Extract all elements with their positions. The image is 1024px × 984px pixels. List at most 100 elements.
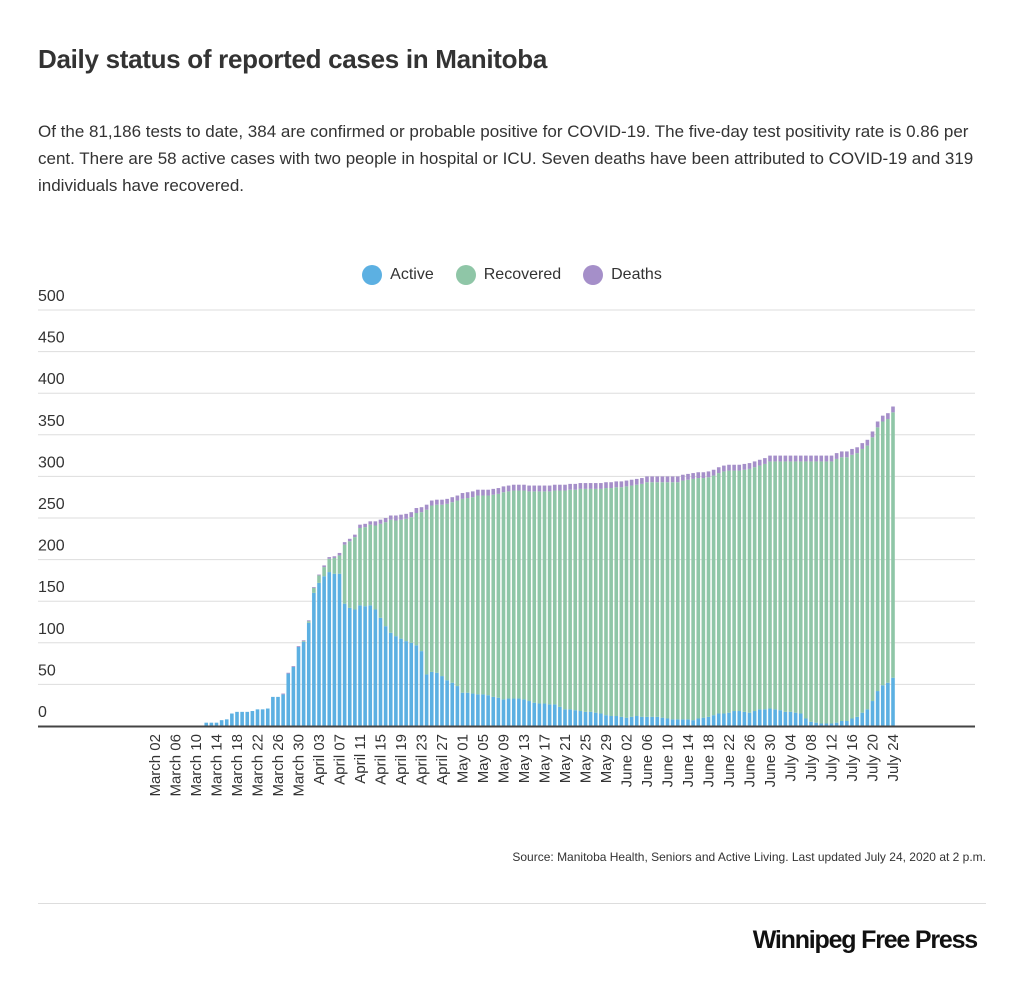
bar-recovered [327, 558, 332, 573]
winnipeg-free-press-logo: Winnipeg Free Press [752, 926, 978, 954]
bar-active [296, 646, 301, 726]
bar-recovered [747, 468, 752, 713]
bar-deaths [337, 552, 342, 556]
bar-active [542, 703, 547, 726]
bar-recovered [547, 491, 552, 705]
bar-deaths [706, 471, 711, 478]
legend-item-deaths[interactable]: Deaths [583, 265, 662, 285]
bar-active [429, 671, 434, 726]
x-tick-label: May 05 [475, 734, 492, 783]
bar-recovered [875, 427, 880, 692]
bar-active [891, 677, 895, 726]
bar-active [593, 712, 598, 726]
bar-recovered [568, 489, 572, 710]
bar-active [860, 712, 865, 726]
bar-recovered [486, 495, 490, 696]
bar-active [388, 632, 393, 726]
bar-active [634, 716, 639, 726]
bar-deaths [588, 483, 593, 489]
bar-active [865, 709, 870, 726]
legend-item-recovered[interactable]: Recovered [455, 265, 562, 285]
bar-active [312, 592, 316, 726]
bar-recovered [783, 461, 788, 712]
bar-deaths [834, 453, 839, 459]
y-tick-label: 500 [38, 288, 65, 305]
bar-recovered [824, 461, 829, 724]
bar-active [209, 722, 214, 726]
bar-active [378, 617, 383, 726]
bar-deaths [496, 488, 501, 494]
bar-deaths [860, 443, 865, 449]
bar-deaths [511, 484, 516, 491]
bar-active [568, 709, 572, 726]
bar-active [763, 709, 767, 726]
bar-active [470, 693, 475, 726]
bar-deaths [424, 504, 429, 510]
bar-active [522, 699, 526, 726]
bar-deaths [353, 534, 357, 538]
bar-deaths [870, 431, 875, 438]
bar-deaths [599, 483, 603, 489]
x-tick-label: July 24 [885, 734, 902, 782]
bar-deaths [281, 693, 285, 695]
bar-deaths [394, 515, 398, 521]
bar-active [629, 716, 634, 726]
bar-recovered [317, 575, 321, 583]
bar-deaths [286, 672, 291, 674]
bar-active [768, 708, 772, 726]
bar-recovered [301, 641, 306, 642]
bar-active [455, 686, 460, 726]
bar-recovered [742, 469, 747, 712]
y-tick-label: 150 [38, 579, 65, 596]
bar-recovered [537, 491, 542, 704]
bar-recovered [706, 477, 711, 717]
bar-deaths [670, 476, 675, 483]
bar-recovered [829, 461, 834, 724]
bar-deaths [419, 507, 424, 513]
x-tick-label: May 21 [557, 734, 574, 783]
bar-recovered [768, 461, 772, 709]
bar-recovered [429, 505, 434, 672]
bar-active [732, 711, 736, 726]
bar-active [327, 572, 332, 726]
bar-recovered [394, 520, 398, 637]
bar-deaths [486, 489, 490, 496]
bar-deaths [347, 538, 352, 542]
bar-active [727, 712, 731, 726]
bar-recovered [404, 518, 408, 642]
bar-recovered [665, 482, 670, 719]
bar-recovered [691, 478, 695, 721]
legend-item-active[interactable]: Active [362, 265, 434, 285]
bar-deaths [388, 515, 393, 520]
bar-deaths [573, 483, 578, 490]
bar-recovered [819, 461, 824, 724]
bar-recovered [312, 587, 316, 593]
bar-recovered [880, 421, 885, 686]
bar-active [317, 582, 321, 726]
bar-recovered [773, 461, 777, 710]
bar-active [681, 719, 685, 726]
legend: Active Recovered Deaths [0, 265, 1024, 285]
bar-deaths [378, 519, 383, 524]
bar-recovered [337, 555, 342, 574]
bar-recovered [845, 457, 849, 722]
bar-recovered [347, 541, 352, 608]
x-tick-label: March 22 [250, 734, 267, 797]
bar-deaths [619, 481, 624, 488]
x-tick-label: April 03 [311, 734, 328, 785]
bar-deaths [383, 518, 388, 523]
bar-active [696, 718, 701, 726]
bar-recovered [752, 467, 757, 712]
bar-recovered [481, 495, 485, 695]
bar-recovered [522, 490, 526, 700]
bar-recovered [440, 504, 444, 677]
bar-recovered [675, 482, 680, 720]
legend-label: Recovered [483, 266, 562, 283]
bar-deaths [722, 465, 726, 472]
bar-active [537, 703, 542, 726]
bar-deaths [342, 542, 347, 545]
bar-recovered [839, 457, 844, 722]
bar-active [486, 695, 490, 726]
bar-active [645, 716, 649, 726]
